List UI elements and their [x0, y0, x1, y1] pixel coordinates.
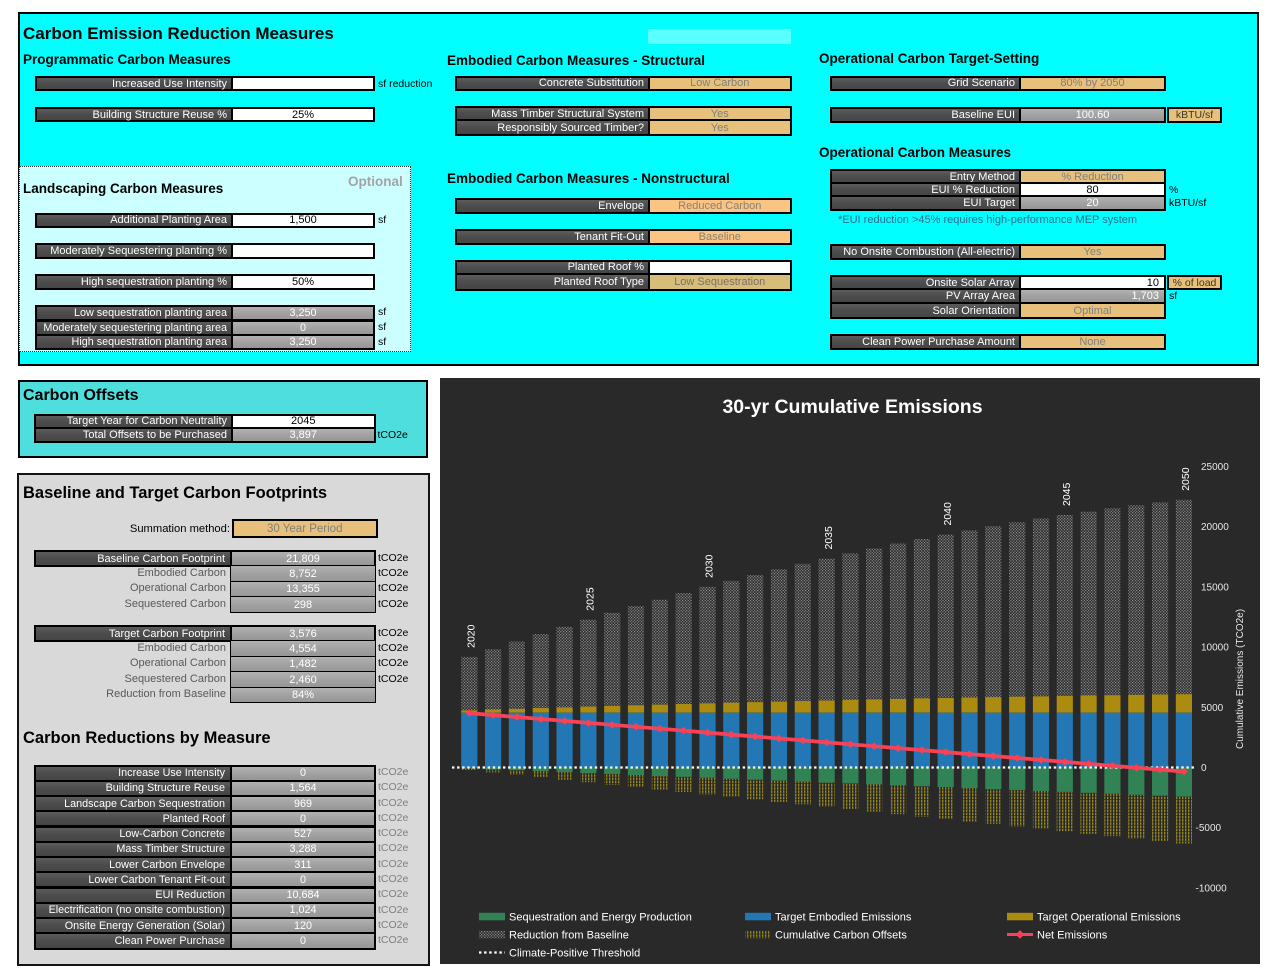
- svg-text:25000: 25000: [1201, 462, 1229, 473]
- svg-text:5000: 5000: [1201, 703, 1224, 714]
- svg-text:Cumulative Emissions (TCO2e): Cumulative Emissions (TCO2e): [1235, 609, 1246, 749]
- svg-text:Cumulative Carbon Offsets: Cumulative Carbon Offsets: [775, 930, 907, 942]
- svg-text:Target Embodied Emissions: Target Embodied Emissions: [775, 912, 912, 924]
- svg-text:0: 0: [1201, 763, 1207, 774]
- svg-text:Sequestration and Energy Produ: Sequestration and Energy Production: [509, 912, 692, 924]
- svg-text:2035: 2035: [823, 526, 835, 550]
- svg-text:2025: 2025: [585, 587, 597, 611]
- svg-text:-10000: -10000: [1196, 883, 1228, 894]
- svg-text:2045: 2045: [1061, 482, 1073, 506]
- svg-text:2040: 2040: [942, 502, 954, 526]
- svg-text:2030: 2030: [704, 554, 716, 578]
- svg-text:Climate-Positive Threshold: Climate-Positive Threshold: [509, 948, 640, 960]
- svg-text:15000: 15000: [1201, 582, 1229, 593]
- svg-text:10000: 10000: [1201, 643, 1229, 654]
- svg-text:20000: 20000: [1201, 522, 1229, 533]
- svg-text:Reduction from Baseline: Reduction from Baseline: [509, 930, 629, 942]
- svg-text:2020: 2020: [466, 624, 478, 648]
- svg-text:30-yr Cumulative Emissions: 30-yr Cumulative Emissions: [722, 396, 982, 418]
- svg-text:-5000: -5000: [1196, 823, 1222, 834]
- svg-text:2050: 2050: [1180, 467, 1192, 491]
- svg-text:Target Operational Emissions: Target Operational Emissions: [1037, 912, 1181, 924]
- svg-text:Net Emissions: Net Emissions: [1037, 930, 1108, 942]
